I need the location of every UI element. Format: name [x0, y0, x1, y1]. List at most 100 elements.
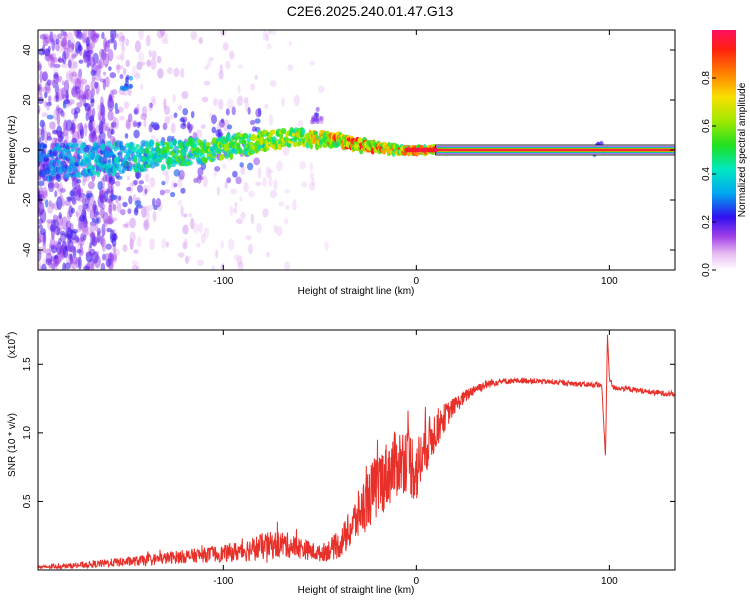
spectrogram-blob	[324, 241, 329, 251]
spectrogram-blob	[98, 155, 103, 162]
spectrogram-blob	[54, 190, 58, 198]
spectrogram-blob	[168, 164, 172, 168]
spectrogram-blob	[39, 119, 45, 128]
spectrogram-blob	[38, 156, 45, 163]
spectrogram-blob	[131, 65, 138, 78]
spectrogram-blob	[40, 228, 46, 236]
spectrogram-blob	[127, 113, 133, 123]
spectrogram-blob	[83, 265, 90, 270]
spectrogram-blob	[51, 202, 55, 210]
spectrogram-blob	[110, 194, 118, 200]
spectrogram-blob	[102, 52, 110, 67]
spectrogram-blob	[166, 67, 173, 75]
spectrogram-blob	[66, 46, 70, 60]
snr-scale-suffix: )	[7, 332, 18, 335]
spectrogram-blob	[249, 83, 256, 91]
spectrogram-blob	[259, 138, 264, 146]
spectrogram-blob	[173, 112, 178, 119]
spectrogram-blob	[38, 248, 42, 262]
spectrogram-blob	[237, 261, 244, 270]
spectrogram-blob	[250, 213, 255, 225]
spectrogram-blob	[248, 243, 253, 255]
spectrogram-blob	[89, 248, 96, 256]
spectrogram-image	[38, 30, 675, 270]
spectrogram-blob	[170, 191, 176, 198]
spectrogram-blob	[111, 251, 118, 264]
spectrogram-blob	[297, 141, 303, 146]
spectrogram-blob	[149, 102, 153, 109]
spectrogram-blob	[196, 242, 201, 248]
figure-title: C2E6.2025.240.01.47.G13	[287, 3, 454, 19]
spectrogram-blob	[213, 98, 218, 107]
spectrogram-blob	[247, 107, 251, 115]
spectrogram-blob	[42, 36, 49, 47]
spectrogram-blob	[161, 180, 166, 186]
colorbar-tick-label: 0.0	[701, 263, 712, 277]
spectrogram-blob	[180, 187, 186, 194]
spectrogram-blob	[283, 218, 289, 225]
spectrogram-blob	[87, 49, 94, 54]
spectrogram-blob	[145, 34, 151, 47]
spectrogram-blob	[109, 253, 114, 262]
spectrogram-blob	[76, 178, 82, 184]
spectrogram-blob	[98, 120, 104, 135]
spectrogram-blob	[82, 203, 89, 210]
spectrogram-blob	[71, 53, 77, 59]
spectrogram-blob	[38, 261, 42, 270]
spectrogram-blob	[59, 131, 65, 140]
spectrogram-blob	[218, 119, 225, 128]
spectrogram-blob	[273, 224, 278, 233]
spectrogram-x-tick-label: 100	[601, 276, 618, 287]
spectrogram-blob	[38, 218, 44, 225]
colorbar-tick-label: 0.6	[701, 119, 712, 133]
spectrogram-blob	[56, 227, 60, 236]
spectrogram-blob	[106, 188, 111, 195]
spectrogram-blob	[110, 128, 115, 135]
spectrogram-blob	[91, 153, 96, 157]
spectrogram-blob	[55, 42, 60, 52]
spectrogram-blob	[125, 151, 131, 158]
spectrogram-x-label: Height of straight line (km)	[298, 286, 415, 297]
spectrogram-blob	[91, 236, 98, 247]
spectrogram-blob	[90, 167, 95, 171]
spectrogram-blob	[299, 160, 306, 170]
spectrogram-blob	[100, 262, 106, 270]
spectrogram-blob	[80, 233, 85, 243]
spectrogram-blob	[80, 125, 85, 140]
spectrogram-blob	[91, 76, 96, 81]
spectrogram-blob	[117, 150, 123, 159]
spectrogram-blob	[211, 264, 216, 270]
spectrogram-blob	[190, 111, 195, 119]
spectrogram-blob	[43, 190, 48, 196]
spectrogram-blob	[97, 195, 105, 208]
spectrogram-blob	[161, 38, 169, 45]
spectrogram-blob	[63, 79, 70, 94]
spectrogram-blob	[237, 84, 241, 94]
snr-scale-exponent: 4	[5, 335, 12, 339]
spectrogram-blob	[132, 121, 138, 128]
colorbar-tick-label: 0.8	[701, 71, 712, 85]
spectrogram-blob	[155, 197, 161, 208]
snr-x-tick-label: 100	[601, 576, 618, 587]
spectrogram-blob	[41, 112, 49, 117]
spectrogram-blob	[141, 61, 146, 66]
spectrogram-panel: -100 0 100 -40 -20 0 20 40 Height of straight …	[7, 29, 676, 297]
spectrogram-blob	[110, 189, 114, 195]
spectrogram-blob	[248, 190, 255, 198]
spectrogram-blob	[74, 106, 81, 114]
spectrogram-blob	[96, 66, 101, 77]
spectrogram-blob	[162, 122, 168, 131]
spectrogram-blob	[219, 153, 225, 161]
spectrogram-blob	[254, 118, 261, 124]
spectrogram-blob	[38, 89, 43, 100]
spectrogram-blob	[111, 121, 117, 128]
spectrogram-blob	[44, 91, 48, 99]
spectrogram-blob	[75, 240, 79, 251]
spectrogram-blob	[42, 71, 48, 82]
spectrogram-blob	[225, 108, 230, 116]
spectrogram-blob	[42, 241, 47, 254]
spectrogram-blob	[90, 35, 96, 49]
spectrogram-blob	[118, 31, 125, 43]
spectrogram-blob	[173, 169, 181, 177]
spectrogram-blob	[83, 124, 88, 129]
